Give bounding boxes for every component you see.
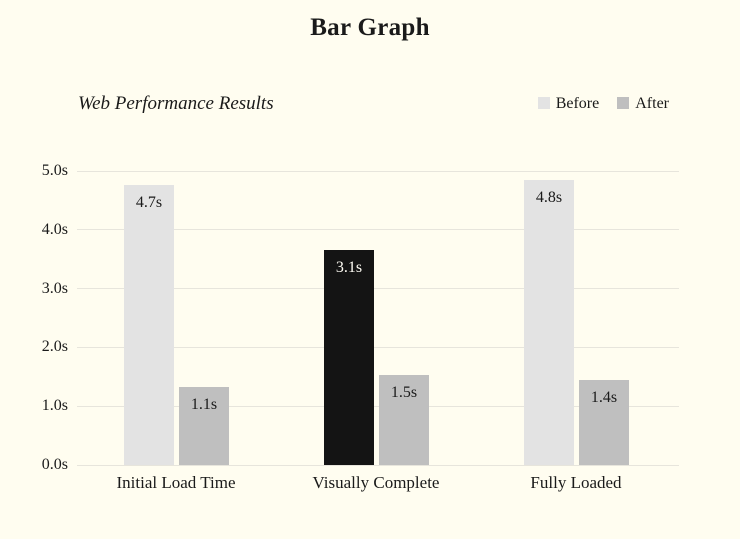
- chart-subtitle: Web Performance Results: [78, 93, 274, 114]
- y-tick-label-1.0s: 1.0s: [41, 397, 68, 415]
- y-tick-label-4.0s: 4.0s: [41, 220, 68, 238]
- x-category-label-initial-load-time: Initial Load Time: [116, 473, 236, 492]
- legend-item-after: After: [617, 96, 669, 112]
- bar-value-label: 4.8s: [535, 189, 563, 206]
- bar-after-initial-load-time: 1.1s: [179, 387, 229, 465]
- bar-value-label: 1.1s: [190, 396, 218, 413]
- gridline-1.0s: [77, 405, 679, 407]
- legend-label-before: Before: [555, 95, 600, 112]
- bar-before-visually-complete: 3.1s: [324, 250, 374, 465]
- legend: Before After: [537, 95, 669, 112]
- legend-item-before: Before: [537, 95, 600, 112]
- bar-value-label: 4.7s: [135, 194, 163, 211]
- bar-value-label: 1.4s: [590, 389, 618, 406]
- gridline-2.0s: [77, 346, 679, 348]
- y-tick-label-0.0s: 0.0s: [41, 456, 68, 473]
- bar-after-fully-loaded: 1.4s: [579, 380, 629, 465]
- page-title: Bar Graph: [310, 14, 430, 41]
- bar-before-initial-load-time: 4.7s: [124, 185, 174, 465]
- gridline-5.0s: [77, 170, 679, 172]
- x-category-label-visually-complete: Visually Complete: [312, 473, 440, 492]
- legend-swatch-after: [617, 97, 630, 109]
- bar-value-label: 1.5s: [390, 384, 418, 401]
- y-tick-label-3.0s: 3.0s: [41, 279, 68, 297]
- bar-before-fully-loaded: 4.8s: [524, 180, 574, 465]
- gridline-0.0s: [77, 464, 679, 466]
- legend-label-after: After: [635, 95, 669, 112]
- bar-after-visually-complete: 1.5s: [379, 375, 429, 465]
- y-tick-label-2.0s: 2.0s: [41, 338, 68, 356]
- x-category-label-fully-loaded: Fully Loaded: [530, 473, 622, 492]
- gridline-4.0s: [77, 229, 679, 231]
- legend-swatch-before: [537, 97, 550, 109]
- gridline-3.0s: [77, 288, 679, 290]
- bar-value-label: 3.1s: [335, 259, 363, 276]
- y-tick-label-5.0s: 5.0s: [41, 162, 68, 179]
